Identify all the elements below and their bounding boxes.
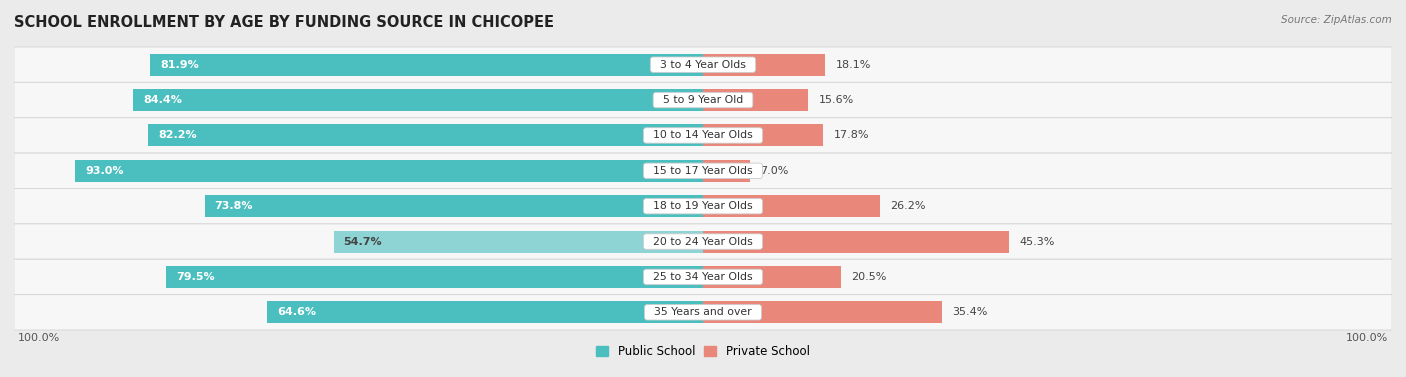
Text: 17.8%: 17.8% [834, 130, 869, 141]
Bar [703, 266, 841, 288]
Text: 64.6%: 64.6% [277, 307, 316, 317]
Text: 84.4%: 84.4% [143, 95, 181, 105]
Bar [703, 124, 824, 146]
Bar [150, 54, 703, 76]
Bar [75, 160, 703, 182]
Text: 100.0%: 100.0% [17, 333, 59, 343]
Text: 3 to 4 Year Olds: 3 to 4 Year Olds [652, 60, 754, 70]
Text: 15 to 17 Year Olds: 15 to 17 Year Olds [647, 166, 759, 176]
FancyBboxPatch shape [14, 47, 1392, 83]
Text: 18.1%: 18.1% [835, 60, 870, 70]
FancyBboxPatch shape [14, 118, 1392, 153]
Bar [703, 54, 825, 76]
Bar [204, 195, 703, 217]
Text: 7.0%: 7.0% [761, 166, 789, 176]
Text: 26.2%: 26.2% [890, 201, 925, 211]
FancyBboxPatch shape [14, 153, 1392, 188]
Text: 73.8%: 73.8% [215, 201, 253, 211]
Text: 35.4%: 35.4% [952, 307, 987, 317]
Bar [703, 231, 1010, 253]
Text: 35 Years and over: 35 Years and over [647, 307, 759, 317]
Legend: Public School, Private School: Public School, Private School [592, 341, 814, 363]
Bar [134, 89, 703, 111]
Text: 25 to 34 Year Olds: 25 to 34 Year Olds [647, 272, 759, 282]
Bar [267, 301, 703, 323]
Bar [703, 301, 942, 323]
Text: 54.7%: 54.7% [343, 236, 382, 247]
FancyBboxPatch shape [14, 259, 1392, 294]
FancyBboxPatch shape [14, 224, 1392, 259]
Bar [703, 195, 880, 217]
Bar [333, 231, 703, 253]
Text: 15.6%: 15.6% [818, 95, 853, 105]
Text: 18 to 19 Year Olds: 18 to 19 Year Olds [647, 201, 759, 211]
FancyBboxPatch shape [14, 83, 1392, 118]
Text: 81.9%: 81.9% [160, 60, 198, 70]
Text: 20.5%: 20.5% [852, 272, 887, 282]
Bar [148, 124, 703, 146]
Bar [703, 160, 751, 182]
FancyBboxPatch shape [14, 294, 1392, 330]
Bar [166, 266, 703, 288]
Text: 10 to 14 Year Olds: 10 to 14 Year Olds [647, 130, 759, 141]
Text: Source: ZipAtlas.com: Source: ZipAtlas.com [1281, 15, 1392, 25]
Text: 79.5%: 79.5% [176, 272, 215, 282]
Text: 20 to 24 Year Olds: 20 to 24 Year Olds [647, 236, 759, 247]
Bar [703, 89, 808, 111]
Text: SCHOOL ENROLLMENT BY AGE BY FUNDING SOURCE IN CHICOPEE: SCHOOL ENROLLMENT BY AGE BY FUNDING SOUR… [14, 15, 554, 30]
Text: 93.0%: 93.0% [84, 166, 124, 176]
FancyBboxPatch shape [14, 188, 1392, 224]
Text: 5 to 9 Year Old: 5 to 9 Year Old [655, 95, 751, 105]
Text: 100.0%: 100.0% [1347, 333, 1389, 343]
Text: 45.3%: 45.3% [1019, 236, 1054, 247]
Text: 82.2%: 82.2% [157, 130, 197, 141]
